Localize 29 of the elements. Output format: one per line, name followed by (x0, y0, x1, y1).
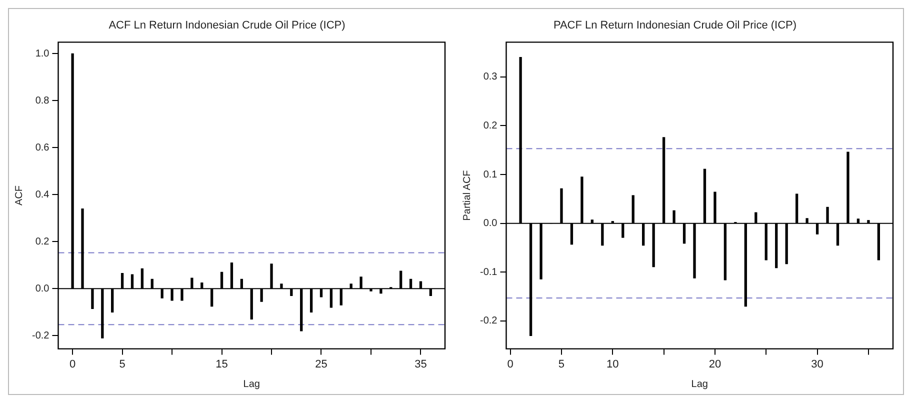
chart-title: ACF Ln Return Indonesian Crude Oil Price (ICP) (108, 20, 346, 32)
y-tick-label: 0.2 (35, 236, 50, 248)
y-axis-title: ACF (14, 186, 25, 206)
x-tick-label: 35 (414, 358, 427, 370)
y-tick-label: 0.0 (35, 283, 50, 294)
chart-title: PACF Ln Return Indonesian Crude Oil Price (ICP) (553, 20, 797, 32)
x-tick-label: 30 (811, 358, 824, 370)
y-tick-label: 0.2 (483, 120, 498, 132)
y-tick-label: 0.4 (35, 189, 50, 200)
x-axis-title: Lag (243, 378, 260, 390)
y-tick-label: 0.6 (35, 142, 50, 154)
x-tick-label: 10 (606, 358, 619, 370)
y-tick-label: 0.0 (483, 218, 498, 230)
x-tick-label: 5 (119, 358, 126, 370)
x-tick-label: 0 (507, 358, 514, 370)
x-tick-label: 20 (708, 358, 722, 370)
y-tick-label: -0.2 (32, 330, 50, 342)
y-tick-label: 0.3 (483, 72, 498, 83)
x-tick-label: 25 (315, 358, 328, 370)
x-tick-label: 5 (558, 358, 565, 370)
y-tick-label: 0.8 (35, 95, 50, 106)
x-axis-title: Lag (691, 378, 708, 390)
x-tick-label: 0 (69, 358, 76, 370)
y-axis-title: Partial ACF (462, 170, 473, 221)
y-tick-label: 1.0 (35, 48, 50, 60)
y-tick-label: 0.1 (483, 169, 498, 180)
y-tick-label: -0.2 (480, 316, 498, 327)
x-tick-label: 15 (216, 358, 228, 370)
y-tick-label: -0.1 (480, 266, 498, 278)
